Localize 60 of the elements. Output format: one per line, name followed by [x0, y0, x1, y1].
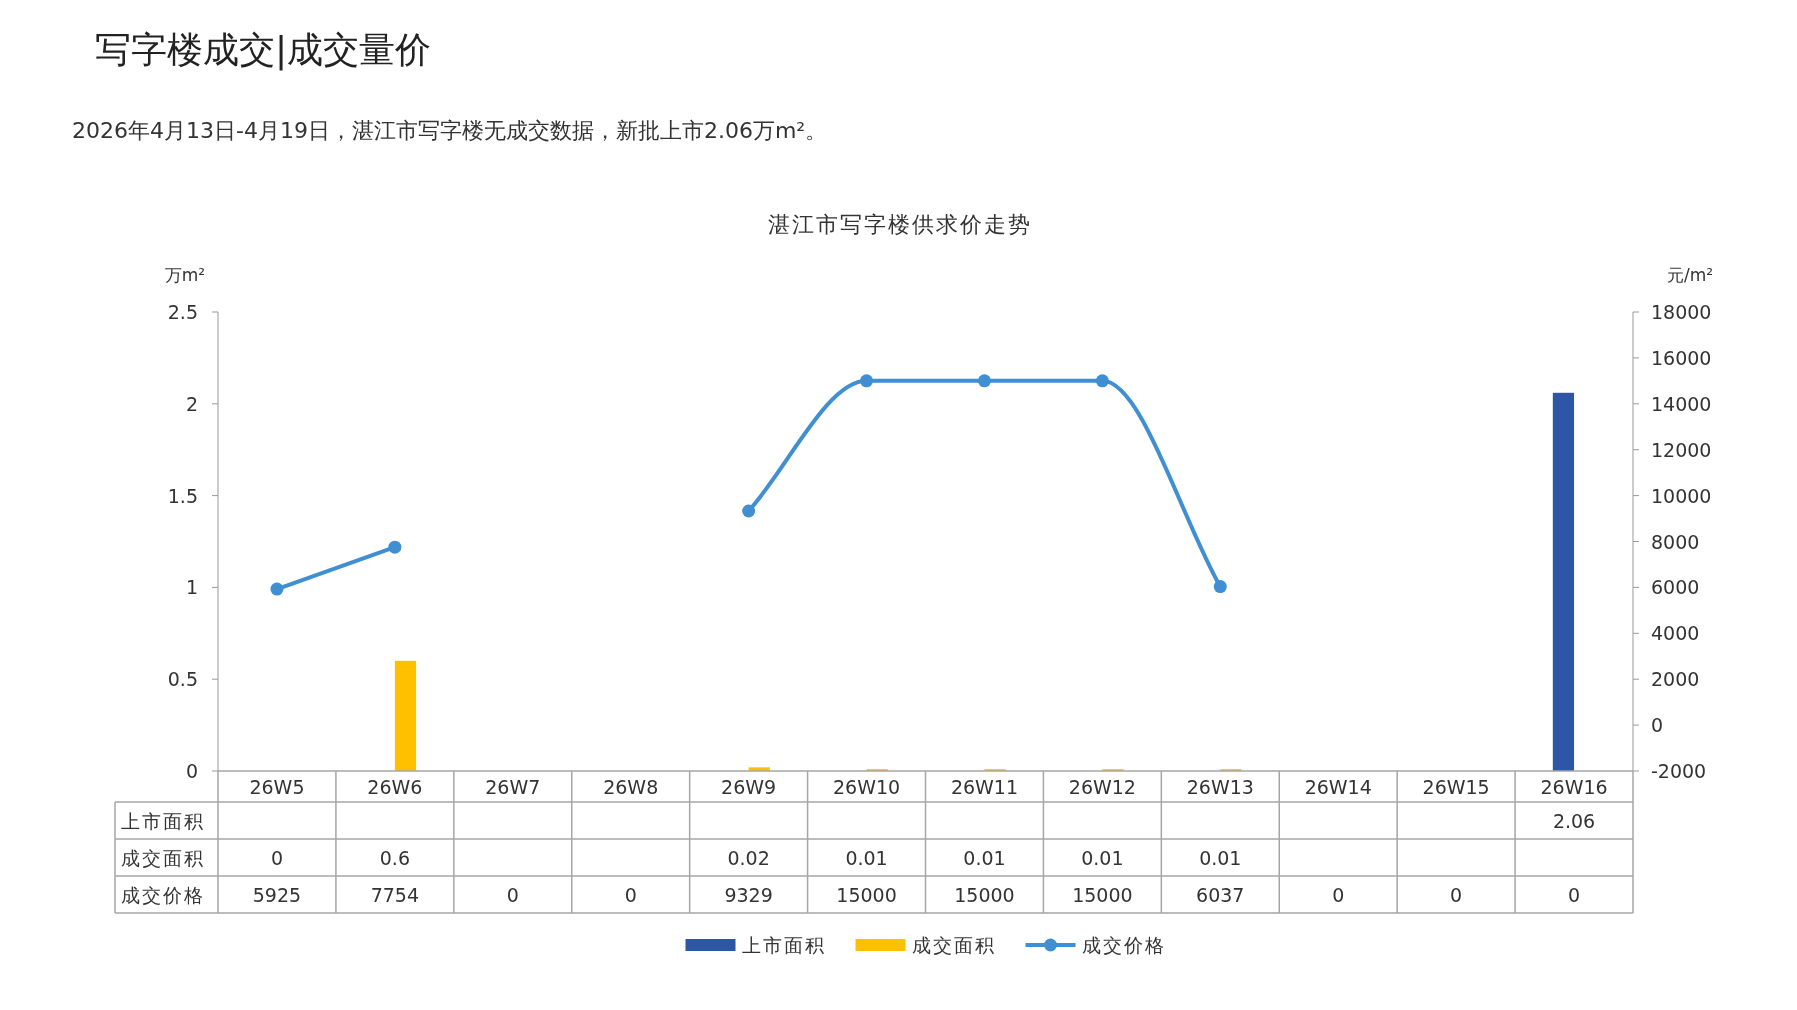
text: 0	[1567, 883, 1581, 906]
text: 上市面积	[121, 809, 205, 832]
legend-label: 成交价格	[1081, 934, 1166, 956]
y-tick-label: 0.5	[167, 668, 198, 691]
data-label: 9329	[724, 883, 773, 906]
data-label: 15000	[836, 883, 897, 906]
data-label: 2.06	[1552, 809, 1596, 832]
y2-axis-title: 元/m²	[1666, 265, 1714, 285]
data-label: 0.01	[1081, 846, 1124, 869]
text: 0	[1450, 883, 1463, 906]
text: 0	[624, 883, 637, 906]
y2-tick-label: 12000	[1651, 438, 1712, 461]
y2-tick-label: 2000	[1651, 668, 1700, 691]
y2-tick-label: 8000	[1651, 530, 1700, 553]
data-label: 0	[270, 846, 284, 869]
data-label: 15000	[954, 883, 1015, 906]
text: 成交价格	[121, 883, 205, 906]
text: 成交面积	[121, 846, 205, 869]
y2-tick-label: -2000	[1651, 760, 1707, 782]
data-label: 7754	[370, 883, 420, 906]
x-tick-label: 26W5	[249, 776, 305, 798]
data-label: 0.02	[727, 846, 770, 869]
y-tick-label: 2	[185, 392, 198, 415]
y2-tick-label: 6000	[1651, 576, 1700, 599]
y2-tick-label: 10000	[1651, 484, 1712, 507]
y2-tick-label: 14000	[1651, 392, 1712, 415]
x-tick-label: 26W14	[1304, 776, 1372, 798]
data-label: 0.01	[1199, 846, 1242, 869]
x-tick-label: 26W11	[950, 776, 1019, 798]
x-tick-label: 26W7	[485, 776, 541, 798]
x-tick-label: 26W6	[367, 776, 423, 798]
data-label: 15000	[1072, 883, 1133, 906]
chart-title: 湛江市写字楼供求价走势	[768, 212, 1032, 237]
x-tick-label: 26W15	[1422, 776, 1490, 798]
x-tick-label: 26W8	[603, 776, 659, 798]
text: 0	[1332, 883, 1345, 906]
x-tick-label: 26W9	[721, 776, 777, 798]
text: 写字楼成交|成交量价	[95, 29, 432, 71]
y-tick-label: 1.5	[167, 484, 198, 507]
y-tick-label: 1	[185, 576, 198, 599]
y-tick-label: 0	[185, 760, 198, 782]
y2-tick-label: 0	[1651, 714, 1664, 737]
x-tick-label: 26W10	[832, 776, 901, 798]
text: 0	[506, 883, 519, 906]
x-tick-label: 26W12	[1068, 776, 1136, 798]
y2-tick-label: 16000	[1651, 346, 1712, 369]
y2-tick-label: 18000	[1651, 301, 1712, 323]
data-label: 0.01	[963, 846, 1006, 869]
data-label: 0.01	[845, 846, 888, 869]
legend-label: 上市面积	[741, 934, 826, 956]
data-label: 0.6	[379, 846, 410, 869]
y2-tick-label: 4000	[1651, 622, 1700, 645]
x-tick-label: 26W13	[1186, 776, 1254, 798]
y-axis-title: 万m²	[164, 265, 206, 285]
legend-label: 成交面积	[911, 934, 996, 956]
x-tick-label: 26W16	[1540, 776, 1608, 798]
chart-subtitle: 2026年4月13日-4月19日，湛江市写字楼无成交数据，新批上市2.06万m²。	[72, 118, 828, 143]
y-tick-label: 2.5	[167, 301, 198, 323]
data-label: 6037	[1196, 883, 1245, 906]
data-label: 5925	[252, 883, 302, 906]
